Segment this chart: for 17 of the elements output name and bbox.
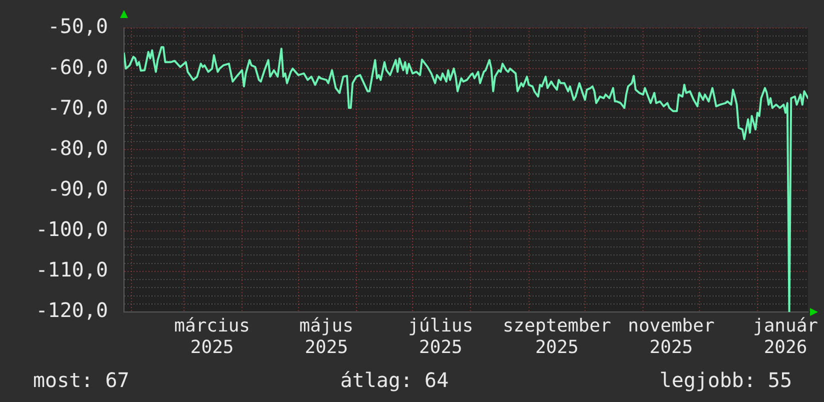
x-tick-label: március 2025 [174,315,250,358]
x-tick-label: július 2025 [408,315,474,358]
text: legjobb: 55 [660,368,792,392]
y-tick-label: -50,0 [48,14,108,38]
x-tick-label: szeptember 2025 [502,315,612,358]
y-tick-label: -90,0 [48,176,108,200]
text: átlag: 64 [340,368,449,392]
y-tick-label: -100,0 [36,217,108,242]
x-tick-label: május 2025 [299,315,354,358]
y-tick-label: -80,0 [48,136,108,160]
y-tick-label: -110,0 [36,258,108,282]
y-tick-label: -60,0 [48,54,108,79]
text: most: 67 [33,368,130,392]
x-tick-label: november 2025 [628,315,715,358]
x-tick-label: január 2026 [752,315,818,358]
y-tick-label: -70,0 [48,95,108,120]
y-tick-label: -120,0 [36,298,108,322]
